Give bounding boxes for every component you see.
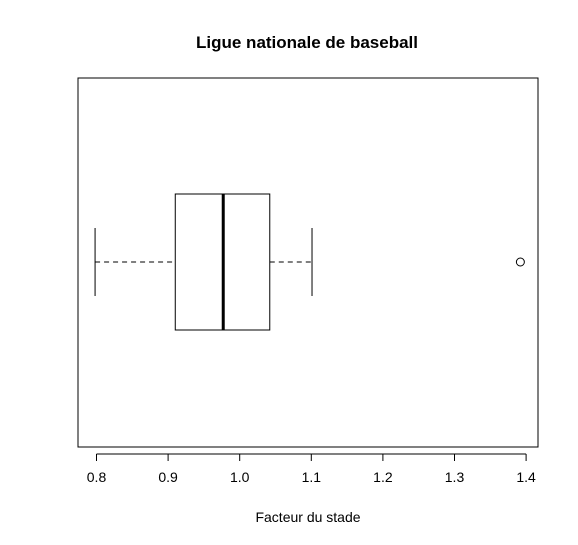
x-tick-label: 1.1 — [302, 469, 322, 485]
x-tick-label: 1.3 — [445, 469, 465, 485]
chart-title: Ligue nationale de baseball — [196, 33, 418, 52]
x-tick-label: 1.2 — [373, 469, 393, 485]
x-axis: 0.8 0.9 1.0 1.1 1.2 1.3 1.4 — [87, 453, 536, 485]
x-tick-label: 0.8 — [87, 469, 107, 485]
x-tick-label: 1.4 — [516, 469, 536, 485]
plot-frame — [77, 77, 539, 448]
box-plot — [94, 193, 525, 331]
x-tick-label: 1.0 — [230, 469, 250, 485]
x-tick-label: 0.9 — [158, 469, 178, 485]
outlier-point — [515, 257, 525, 267]
x-axis-label: Facteur du stade — [255, 509, 360, 525]
